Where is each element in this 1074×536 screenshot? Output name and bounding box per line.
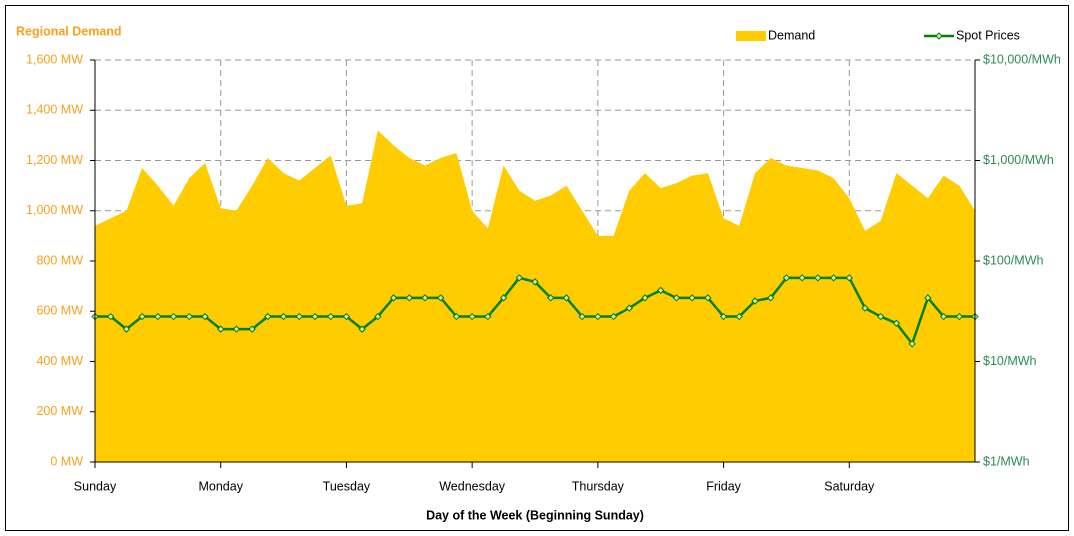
marker <box>845 274 853 282</box>
y2-tick-label: $10/MWh <box>983 354 1037 368</box>
x-tick-label: Monday <box>198 479 243 493</box>
marker <box>955 312 963 321</box>
marker <box>562 294 571 302</box>
marker <box>861 304 869 312</box>
marker <box>672 294 681 302</box>
marker <box>499 294 508 302</box>
legend-marker <box>935 32 943 40</box>
y-tick-label: 1,200 MW <box>26 153 83 167</box>
marker <box>939 312 948 321</box>
marker <box>877 312 885 321</box>
legend-label: Demand <box>768 28 815 42</box>
x-tick-label: Tuesday <box>323 479 371 493</box>
marker <box>437 294 445 302</box>
marker <box>185 312 193 321</box>
marker <box>138 312 146 321</box>
marker <box>279 312 288 321</box>
marker <box>342 312 351 321</box>
marker <box>547 294 555 302</box>
marker <box>232 325 241 333</box>
y-tick-label: 800 MW <box>36 253 83 267</box>
marker <box>578 312 586 321</box>
x-tick-label: Friday <box>706 479 741 493</box>
marker <box>452 312 461 321</box>
marker <box>704 294 712 302</box>
marker <box>767 294 775 302</box>
y-tick-label: 1,600 MW <box>26 52 83 66</box>
x-tick-label: Thursday <box>572 479 625 493</box>
marker <box>924 294 932 302</box>
y2-tick-label: $10,000/MWh <box>983 52 1061 66</box>
marker <box>782 274 791 282</box>
marker <box>295 312 303 321</box>
marker <box>688 294 696 302</box>
x-tick-label: Saturday <box>824 479 875 493</box>
marker <box>515 274 523 282</box>
marker <box>751 297 759 305</box>
marker <box>594 312 602 321</box>
marker <box>468 312 476 321</box>
marker <box>484 312 492 321</box>
marker <box>719 312 728 321</box>
area <box>95 130 975 462</box>
legend-swatch <box>736 31 766 41</box>
marker <box>311 312 319 321</box>
y-tick-label: 400 MW <box>36 354 83 368</box>
marker <box>201 312 209 321</box>
marker <box>657 286 665 295</box>
y2-tick-label: $1,000/MWh <box>983 153 1054 167</box>
y-tick-label: 0 MW <box>50 454 83 468</box>
marker <box>421 294 429 302</box>
marker <box>405 294 413 302</box>
marker <box>625 304 633 312</box>
legend-label: Spot Prices <box>956 28 1020 42</box>
marker <box>829 274 838 282</box>
y-tick-label: 1,000 MW <box>26 203 83 217</box>
marker <box>374 312 382 321</box>
marker <box>358 325 366 333</box>
chart-title: Regional Demand <box>16 24 122 38</box>
marker <box>609 312 618 321</box>
marker <box>327 312 335 321</box>
marker <box>735 312 743 321</box>
marker <box>814 274 822 282</box>
x-tick-label: Sunday <box>74 479 117 493</box>
y-tick-label: 200 MW <box>36 404 83 418</box>
marker <box>264 312 272 321</box>
marker <box>217 325 225 333</box>
marker <box>641 294 649 302</box>
x-tick-label: Wednesday <box>439 479 506 493</box>
marker <box>892 319 901 327</box>
marker <box>908 340 916 348</box>
marker <box>122 325 131 333</box>
marker <box>107 312 115 321</box>
marker <box>169 312 178 321</box>
marker <box>531 278 539 286</box>
marker <box>389 294 398 302</box>
y2-tick-label: $100/MWh <box>983 253 1043 267</box>
x-axis-title: Day of the Week (Beginning Sunday) <box>426 508 644 522</box>
marker <box>154 312 162 321</box>
y-tick-label: 600 MW <box>36 304 83 318</box>
marker <box>248 325 256 333</box>
y2-tick-label: $1/MWh <box>983 454 1030 468</box>
marker <box>798 274 806 282</box>
y-tick-label: 1,400 MW <box>26 103 83 117</box>
